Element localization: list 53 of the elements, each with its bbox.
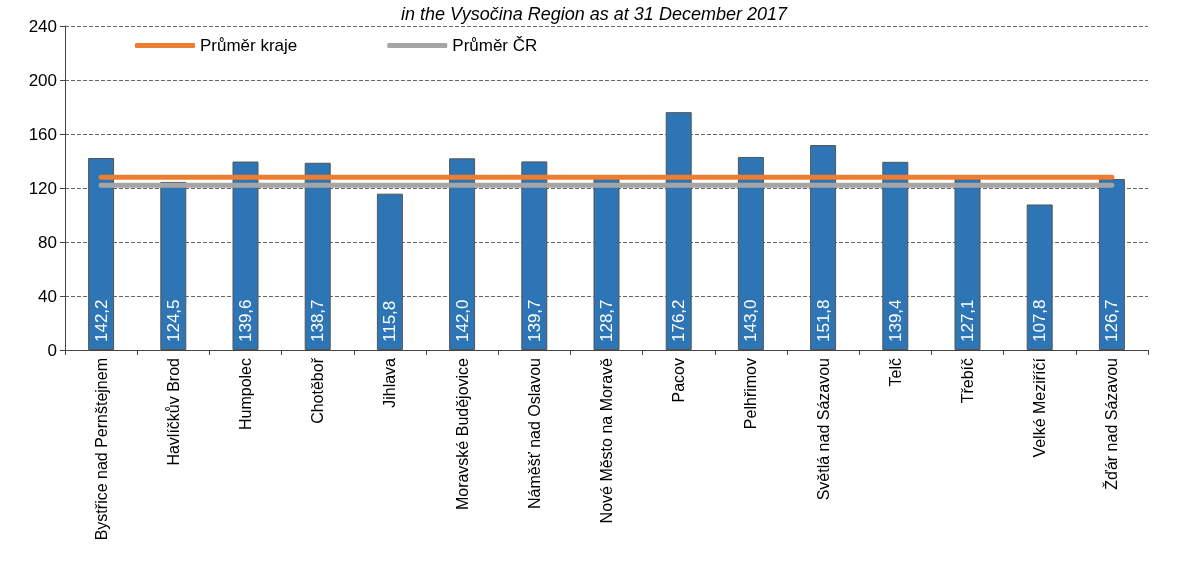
- data-label: 142,0: [452, 299, 472, 342]
- data-label: 139,6: [236, 299, 255, 342]
- bar: [232, 161, 259, 350]
- x-tick-label: Pacov: [670, 358, 688, 403]
- x-tick-label: Humpolec: [237, 358, 254, 431]
- bar: [665, 112, 692, 350]
- x-tick-label: Světlá nad Sázavou: [814, 358, 832, 501]
- bar: [521, 161, 548, 350]
- data-label: 127,1: [958, 299, 977, 342]
- x-tick-label: Velké Meziříčí: [1031, 357, 1049, 458]
- bar: [1098, 178, 1125, 350]
- bar: [810, 145, 837, 350]
- data-label: 124,5: [163, 299, 183, 342]
- bar: [376, 193, 403, 350]
- data-label: 126,7: [1102, 299, 1122, 342]
- x-tick-label: Chotěboř: [309, 357, 327, 424]
- x-tick-label: Havlíčkův Brod: [164, 358, 182, 466]
- legend-label: Průměr kraje: [200, 36, 298, 55]
- bar: [449, 158, 476, 350]
- y-tick-label: 160: [28, 124, 57, 144]
- bar: [160, 181, 187, 350]
- bar: [737, 156, 764, 350]
- bar: [88, 158, 115, 350]
- data-label: 138,7: [308, 299, 328, 342]
- x-tick-label: Náměšť nad Oslavou: [525, 358, 543, 509]
- y-tick-label: 240: [28, 16, 57, 36]
- y-tick-label: 40: [38, 286, 57, 306]
- x-tick-label: Pelhřimov: [742, 358, 760, 430]
- bar: [1026, 204, 1053, 350]
- data-label: 143,0: [741, 299, 761, 342]
- x-tick-label: Žďár nad Sázavou: [1102, 358, 1121, 490]
- data-label: 115,8: [380, 300, 400, 342]
- bar: [304, 162, 331, 350]
- x-tick-label: Jihlava: [381, 357, 399, 408]
- y-tick-label: 80: [38, 232, 57, 252]
- data-label: 139,7: [524, 299, 544, 342]
- y-tick-label: 200: [28, 70, 57, 90]
- x-tick-label: Moravské Budějovice: [453, 357, 471, 511]
- bar: [954, 178, 981, 350]
- data-label: 107,8: [1030, 299, 1050, 342]
- data-label: 142,2: [91, 299, 111, 342]
- y-tick-label: 120: [28, 178, 57, 198]
- x-tick-label: Třebíč: [959, 358, 976, 404]
- data-label: 151,8: [813, 299, 833, 342]
- x-tick-label: Nové Město na Moravě: [598, 357, 615, 524]
- data-label: 139,4: [885, 299, 905, 342]
- data-label: 128,7: [597, 299, 616, 342]
- chart-title: in the Vysočina Region as at 31 December 2017: [401, 4, 788, 24]
- legend-label: Průměr ČR: [452, 36, 538, 55]
- x-tick-label: Telč: [886, 358, 904, 387]
- data-label: 176,2: [669, 299, 689, 342]
- x-tick-label: Bystřice nad Pernštejnem: [92, 358, 110, 541]
- y-tick-label: 0: [47, 340, 57, 360]
